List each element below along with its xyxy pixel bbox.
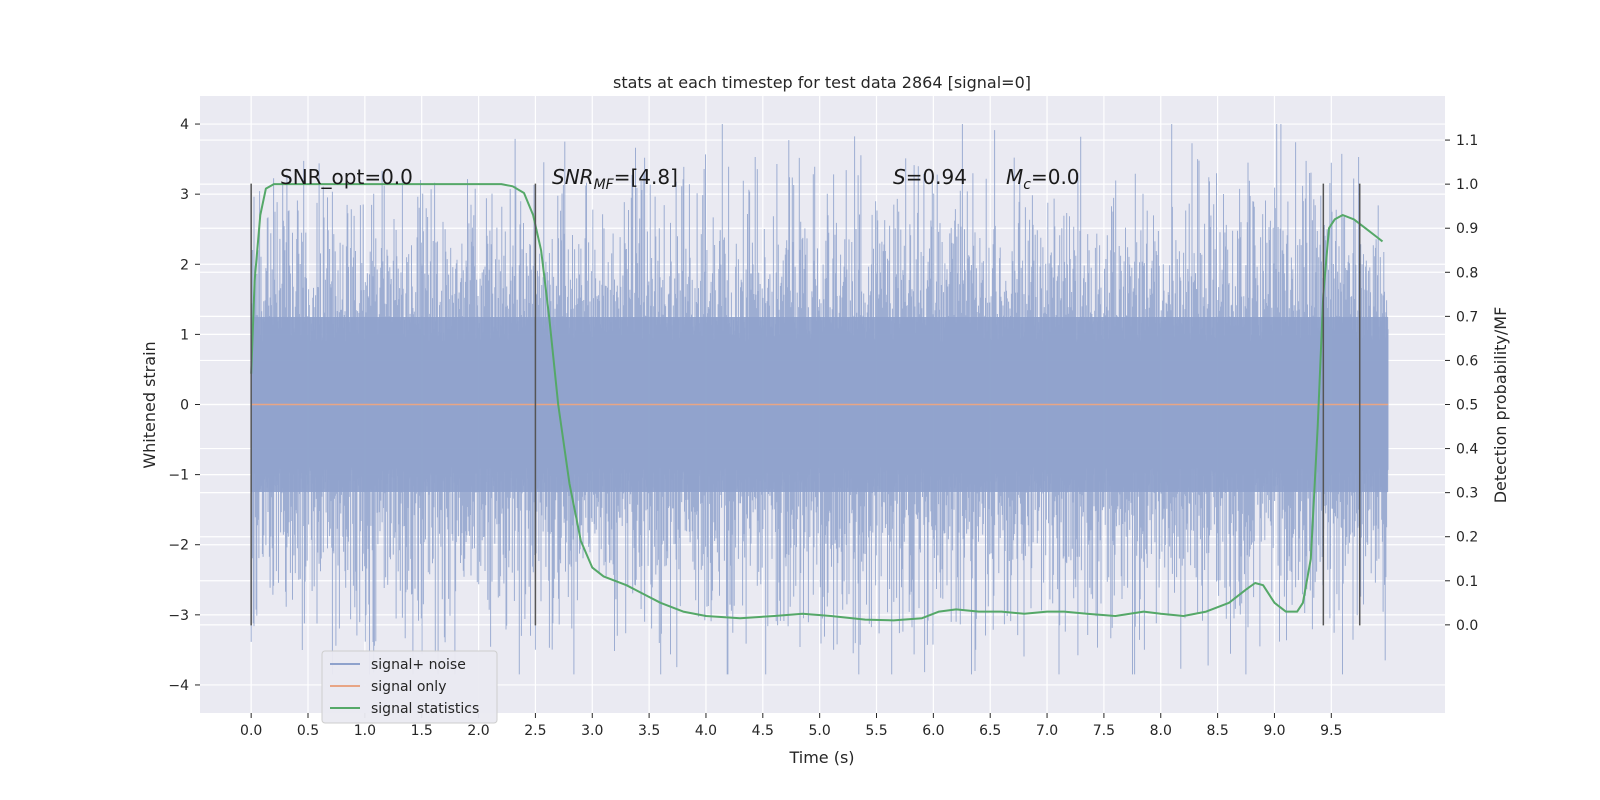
legend: signal+ noise signal only signal statist… [321,650,498,724]
annotation-snr-mf-name: SNR [552,165,594,189]
y-tick-label: −4 [168,678,189,694]
y2-axis-label: Detection probability/MF [1491,307,1510,504]
x-tick-label: 5.0 [809,723,831,739]
x-tick-label: 0.5 [297,723,319,739]
annotation-snr-mf-sub: MF [594,177,615,193]
y2-tick-label: 1.1 [1456,133,1478,149]
annotation-mc: Mc=0.0 [1006,165,1080,193]
x-tick-label: 8.0 [1150,723,1172,739]
y2-axis-ticks: 1.1 1.0 0.9 0.8 0.7 0.6 0.5 0.4 0.3 0.2 0.1 0.0 [1445,133,1478,634]
x-tick-label: 9.0 [1263,723,1285,739]
y-axis-label: Whitened strain [140,341,159,468]
y-axis-ticks: 4 3 2 1 0 −1 −2 −3 −4 [168,117,200,694]
y-tick-label: 1 [180,327,189,343]
annotation-mc-name: M [1006,165,1023,189]
annotation-s-name: S [893,165,906,189]
x-tick-label: 3.5 [638,723,660,739]
y-tick-label: 2 [180,257,189,273]
y2-tick-label: 0.1 [1456,574,1478,590]
y2-tick-label: 0.9 [1456,221,1478,237]
y-tick-label: 3 [180,187,189,203]
x-tick-label: 1.5 [411,723,433,739]
legend-label-signal-only: signal only [371,679,446,695]
y2-tick-label: 0.3 [1456,486,1478,502]
x-axis-label: Time (s) [788,748,854,767]
annotation-mc-value: =0.0 [1031,165,1080,189]
y2-tick-label: 1.0 [1456,177,1478,193]
x-tick-label: 0.0 [240,723,262,739]
y2-tick-label: 0.2 [1456,530,1478,546]
annotation-mc-sub: c [1023,177,1031,193]
annotation-snr-opt: SNR_opt=0.0 [280,165,413,189]
x-tick-label: 8.5 [1206,723,1228,739]
vertical-markers [250,183,1361,626]
legend-box [321,650,498,724]
x-tick-label: 7.5 [1093,723,1115,739]
y2-tick-label: 0.0 [1456,618,1478,634]
x-tick-label: 5.5 [865,723,887,739]
x-tick-label: 2.5 [524,723,546,739]
annotation-s-value: =0.94 [906,165,967,189]
x-tick-label: 6.0 [922,723,944,739]
series-signal-statistics [250,183,1384,622]
y-tick-label: −1 [168,468,189,484]
x-tick-label: 4.5 [752,723,774,739]
x-tick-label: 7.0 [1036,723,1058,739]
x-tick-label: 2.0 [467,723,489,739]
x-tick-label: 9.5 [1320,723,1342,739]
annotation-snr-mf: SNRMF=[4.8] [552,165,678,193]
y-tick-label: 4 [180,117,189,133]
series-lines [250,183,1389,622]
y2-tick-label: 0.6 [1456,353,1478,369]
x-tick-label: 4.0 [695,723,717,739]
y2-tick-label: 0.5 [1456,398,1478,414]
y2-tick-label: 0.7 [1456,309,1478,325]
legend-label-signal-statistics: signal statistics [371,701,479,717]
y-tick-label: −2 [168,538,189,554]
legend-label-signal-plus-noise: signal+ noise [371,657,466,673]
y2-tick-label: 0.8 [1456,265,1478,281]
x-tick-label: 1.0 [354,723,376,739]
y-tick-label: 0 [180,398,189,414]
y2-tick-label: 0.4 [1456,442,1478,458]
chart-title: stats at each timestep for test data 286… [613,73,1031,92]
x-axis-ticks: 0.0 0.5 1.0 1.5 2.0 2.5 3.0 3.5 4.0 4.5 5.0 5.5 6.0 6… [240,713,1342,739]
x-tick-label: 3.0 [581,723,603,739]
y-tick-label: −3 [168,608,189,624]
annotation-s: S=0.94 [893,165,967,189]
x-tick-label: 6.5 [979,723,1001,739]
annotation-snr-mf-value: =[4.8] [614,165,678,189]
